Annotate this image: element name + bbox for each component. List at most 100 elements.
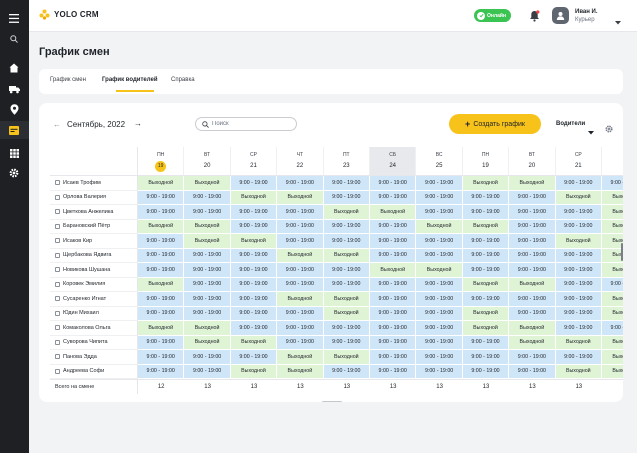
shift-cell-work[interactable]: 9:00 - 19:00 [602,277,623,292]
shift-cell-off[interactable]: Выходной [602,205,623,220]
shift-cell-work[interactable]: 9:00 - 19:00 [277,277,324,292]
shift-cell-work[interactable]: 9:00 - 19:00 [555,350,602,365]
shift-cell-work[interactable]: 9:00 - 19:00 [416,248,463,263]
row-checkbox[interactable] [55,354,60,360]
driver-name[interactable]: Исаев Трофим [63,179,101,186]
menu-icon[interactable] [7,11,21,25]
search-field[interactable] [195,117,297,131]
row-checkbox[interactable] [55,368,60,374]
shift-cell-work[interactable]: 9:00 - 19:00 [416,306,463,321]
shift-cell-work[interactable]: 9:00 - 19:00 [462,248,510,263]
driver-name[interactable]: Комаколова Ольга [63,324,111,331]
shift-cell-work[interactable]: 9:00 - 19:00 [184,277,231,292]
shift-cell-work[interactable]: 9:00 - 19:00 [184,190,231,205]
shift-cell-off[interactable]: Выходной [509,321,556,336]
shift-cell-off[interactable]: Выходной [138,321,185,336]
shift-cell-off[interactable]: Выходной [462,321,510,336]
shift-cell-off[interactable]: Выходной [138,219,185,234]
shift-cell-off[interactable]: Выходной [277,364,324,379]
shift-cell-off[interactable]: Выходной [602,248,623,263]
shift-cell-work[interactable]: 9:00 - 19:00 [370,190,417,205]
shift-cell-work[interactable]: 9:00 - 19:00 [138,205,185,220]
shift-cell-off[interactable]: Выходной [323,205,370,220]
shift-cell-work[interactable]: 9:00 - 19:00 [555,277,602,292]
shift-cell-work[interactable]: 9:00 - 19:00 [277,176,324,191]
online-status-toggle[interactable]: Онлайн [474,9,511,22]
create-schedule-button[interactable]: + Создать график [449,114,541,134]
shift-cell-work[interactable]: 9:00 - 19:00 [416,335,463,350]
shift-cell-off[interactable]: Выходной [462,306,510,321]
row-checkbox[interactable] [55,310,60,316]
shift-cell-work[interactable]: 9:00 - 19:00 [370,364,417,379]
shift-cell-work[interactable]: 9:00 - 19:00 [555,176,602,191]
shift-cell-work[interactable]: 9:00 - 19:00 [184,248,231,263]
shift-cell-work[interactable]: 9:00 - 19:00 [462,292,510,307]
shift-cell-work[interactable]: 9:00 - 19:00 [462,190,510,205]
driver-name[interactable]: Орлова Валерия [63,194,107,201]
shift-cell-work[interactable]: 9:00 - 19:00 [138,248,185,263]
shift-cell-work[interactable]: 9:00 - 19:00 [138,263,185,278]
shift-cell-work[interactable]: 9:00 - 19:00 [323,190,370,205]
shift-cell-off[interactable]: Выходной [370,205,417,220]
row-checkbox[interactable] [55,238,60,244]
shift-cell-work[interactable]: 9:00 - 19:00 [230,219,278,234]
shift-cell-work[interactable]: 9:00 - 19:00 [416,364,463,379]
shift-cell-work[interactable]: 9:00 - 19:00 [138,190,185,205]
shift-cell-off[interactable]: Выходной [323,248,370,263]
shift-cell-work[interactable]: 9:00 - 19:00 [509,205,556,220]
shift-cell-off[interactable]: Выходной [138,277,185,292]
shift-cell-work[interactable]: 9:00 - 19:00 [462,364,510,379]
notification-bell-icon[interactable] [529,9,540,27]
shift-cell-off[interactable]: Выходной [184,219,231,234]
shift-cell-work[interactable]: 9:00 - 19:00 [323,176,370,191]
shift-cell-work[interactable]: 9:00 - 19:00 [277,219,324,234]
shift-cell-work[interactable]: 9:00 - 19:00 [370,321,417,336]
shift-cell-work[interactable]: 9:00 - 19:00 [370,277,417,292]
row-checkbox[interactable] [55,223,60,229]
shift-cell-off[interactable]: Выходной [462,219,510,234]
shift-cell-off[interactable]: Выходной [555,190,602,205]
tab-shift-schedule[interactable]: График смен [50,77,86,83]
shift-cell-work[interactable]: 9:00 - 19:00 [230,176,278,191]
settings-gear-icon[interactable] [7,166,21,180]
shift-cell-off[interactable]: Выходной [555,364,602,379]
search-input[interactable] [212,121,292,127]
shift-cell-work[interactable]: 9:00 - 19:00 [370,350,417,365]
row-checkbox[interactable] [55,252,60,258]
shift-cell-work[interactable]: 9:00 - 19:00 [138,335,185,350]
shift-cell-off[interactable]: Выходной [462,277,510,292]
shift-cell-work[interactable]: 9:00 - 19:00 [184,306,231,321]
shift-cell-off[interactable]: Выходной [555,234,602,249]
shift-cell-off[interactable]: Выходной [184,234,231,249]
shift-cell-work[interactable]: 9:00 - 19:00 [138,234,185,249]
shift-cell-work[interactable]: 9:00 - 19:00 [555,321,602,336]
shift-cell-work[interactable]: 9:00 - 19:00 [370,335,417,350]
driver-name[interactable]: Новикова Шушана [63,266,111,273]
row-checkbox[interactable] [55,281,60,287]
shift-cell-off[interactable]: Выходной [230,335,278,350]
shift-cell-work[interactable]: 9:00 - 19:00 [509,364,556,379]
next-month-button[interactable]: → [134,119,142,128]
drivers-filter-dropdown[interactable]: Водители [556,121,586,127]
shift-cell-off[interactable]: Выходной [277,248,324,263]
shift-cell-work[interactable]: 9:00 - 19:00 [416,350,463,365]
driver-name[interactable]: Суворова Чипита [63,339,108,346]
shift-cell-work[interactable]: 9:00 - 19:00 [509,248,556,263]
avatar[interactable] [552,7,569,24]
shift-cell-work[interactable]: 9:00 - 19:00 [230,248,278,263]
tab-reference[interactable]: Справка [171,77,195,83]
row-checkbox[interactable] [55,325,60,331]
shift-cell-off[interactable]: Выходной [184,176,231,191]
shift-cell-work[interactable]: 9:00 - 19:00 [462,205,510,220]
shift-cell-work[interactable]: 9:00 - 19:00 [462,335,510,350]
shift-cell-work[interactable]: 9:00 - 19:00 [230,205,278,220]
shift-cell-work[interactable]: 9:00 - 19:00 [555,219,602,234]
shift-cell-work[interactable]: 9:00 - 19:00 [277,321,324,336]
row-checkbox[interactable] [55,180,60,186]
shift-cell-work[interactable]: 9:00 - 19:00 [509,350,556,365]
shift-cell-work[interactable]: 9:00 - 19:00 [323,263,370,278]
shift-cell-off[interactable]: Выходной [277,292,324,307]
shift-cell-off[interactable]: Выходной [184,321,231,336]
driver-name[interactable]: Цветкова Анжелика [63,208,114,215]
shift-cell-work[interactable]: 9:00 - 19:00 [370,306,417,321]
